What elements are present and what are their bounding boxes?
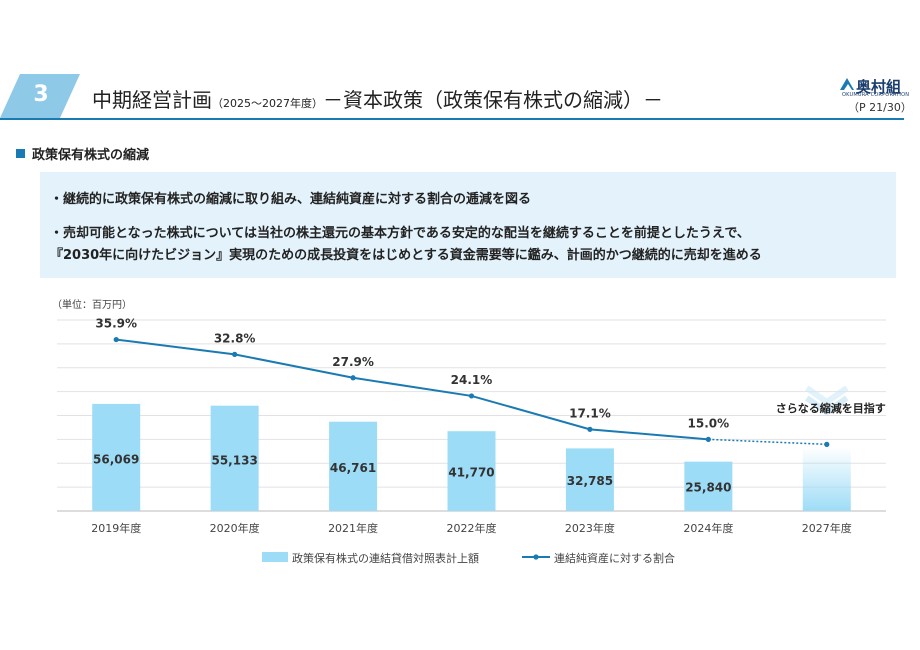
ratio-point	[232, 351, 238, 357]
page-number: （P 21/30）	[848, 101, 912, 114]
bullet-2: ・売却可能となった株式については当社の株主還元の基本方針である安定的な配当を継続…	[50, 226, 750, 241]
ratio-label: 17.1%	[569, 406, 611, 420]
ratio-label: 32.8%	[214, 331, 256, 345]
summary-box: ・継続的に政策保有株式の縮減に取り組み、連結純資産に対する割合の逓減を図る ・売…	[40, 172, 896, 278]
bar-value-label: 56,069	[93, 453, 139, 467]
logo-subtitle: OKUMURA CORPORATION	[842, 92, 910, 98]
logo-name: 奥村組	[856, 78, 902, 96]
x-tick-label: 2027年度	[802, 521, 852, 535]
ratio-line	[116, 338, 709, 441]
legend-line-label: 連結純資産に対する割合	[554, 552, 675, 565]
target-annotation: さらなる縮減を目指す	[776, 401, 886, 415]
bullet-1: ・継続的に政策保有株式の縮減に取り組み、連結純資産に対する割合の逓減を図る	[50, 192, 532, 207]
title-main: 中期経営計画	[92, 88, 212, 112]
bar-value-label: 32,785	[567, 474, 613, 488]
title-sub: －資本政策（政策保有株式の縮減）－	[323, 88, 663, 112]
projection-point	[824, 441, 830, 447]
x-tick-label: 2020年度	[210, 521, 260, 535]
x-tick-label: 2021年度	[328, 521, 378, 535]
section-marker-icon	[16, 149, 25, 158]
down-chevron-icon	[805, 385, 849, 406]
bar	[565, 448, 614, 511]
down-chevron-icon	[805, 395, 849, 416]
company-logo-icon	[840, 78, 854, 90]
bar	[92, 403, 141, 511]
ratio-label: 27.9%	[332, 355, 374, 369]
bar	[329, 421, 378, 511]
ratio-label: 35.9%	[95, 317, 137, 331]
bullet-3: 『2030年に向けたビジョン』実現のための成長投資をはじめとする資金需要等に鑑み…	[50, 248, 762, 263]
ratio-label: 15.0%	[688, 416, 730, 430]
page-title: 中期経営計画（2025～2027年度）－資本政策（政策保有株式の縮減）－	[92, 84, 663, 113]
ratio-point	[113, 336, 119, 343]
ratio-label: 24.1%	[451, 373, 493, 387]
x-tick-label: 2022年度	[447, 521, 497, 535]
bar-value-label: 25,840	[685, 480, 731, 494]
ratio-point	[587, 426, 593, 432]
bar-value-label: 55,133	[211, 453, 257, 467]
chart-unit-label: （単位：百万円）	[52, 300, 132, 311]
legend-line-swatch	[522, 554, 550, 560]
ratio-point	[705, 436, 711, 442]
projection-line	[708, 438, 827, 446]
ratio-point	[468, 393, 475, 399]
section-badge	[0, 74, 80, 118]
section-number: 3	[33, 82, 49, 107]
x-tick-label: 2023年度	[565, 521, 615, 535]
x-tick-label: 2024年度	[683, 521, 733, 535]
bar	[447, 431, 496, 511]
bar	[684, 461, 733, 511]
title-period: （2025～2027年度）	[212, 97, 323, 110]
bar	[210, 405, 259, 511]
target-bar	[802, 447, 851, 511]
header-rule	[0, 118, 904, 120]
section-title: 政策保有株式の縮減	[32, 148, 150, 163]
ratio-point	[350, 375, 356, 381]
legend-bar-label: 政策保有株式の連結貸借対照表計上額	[292, 552, 479, 565]
x-tick-label: 2019年度	[91, 521, 141, 535]
legend-bar-swatch	[262, 552, 288, 562]
bar-value-label: 41,770	[448, 466, 494, 480]
bar-value-label: 46,761	[330, 461, 376, 475]
